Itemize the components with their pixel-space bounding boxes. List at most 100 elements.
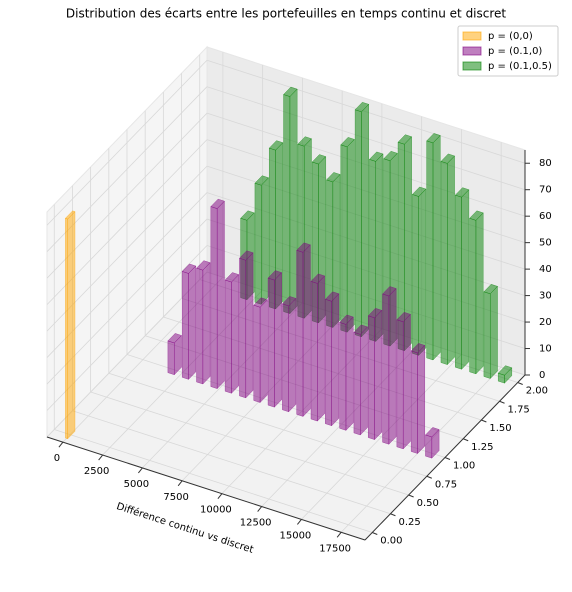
x-tick [138,467,143,474]
bar-side [302,244,311,418]
bar [339,314,354,431]
y-tick-label: 1.00 [453,461,475,472]
bar-top [368,151,384,162]
bar-side [461,189,470,370]
z-tick-label: 10 [539,344,552,355]
bar [64,210,76,440]
bar-top [397,134,413,145]
bar-top [497,365,513,376]
bar-front [181,271,189,380]
x-tick-label: 5000 [124,479,149,490]
bar [497,365,513,384]
bar [353,324,369,436]
bar-front [310,281,318,422]
bar-front [339,322,347,431]
bar-front [469,217,477,375]
bar-top [240,210,255,221]
y-tick-label: 2.00 [526,386,548,397]
bar-side [447,155,455,366]
bar-top [297,136,312,147]
bar-side [360,326,368,436]
bar-top [326,172,341,183]
bar-top [367,308,383,319]
bar-top [283,86,298,97]
y-tick [408,494,414,498]
bar-top [167,333,182,344]
bar-side [317,275,325,422]
bar [367,308,383,441]
bar-top [254,175,270,186]
bar-top [383,150,398,162]
y-tick [390,513,396,517]
bar-side [288,297,297,413]
bar [469,210,484,375]
bar-side [259,299,268,404]
bar-top [281,296,297,307]
y-tick-label: 1.50 [489,423,511,434]
bar-top [382,286,397,297]
y-tick [499,400,505,404]
bar [354,101,370,338]
bar [410,343,426,455]
bar-side [388,287,397,445]
bar-front [382,293,390,445]
bar-front [296,249,304,417]
bar-side [361,103,369,338]
bar-top [396,311,411,323]
bar-top [454,187,470,198]
grid-line [54,429,373,533]
grid-line [90,391,409,496]
z-tick-label: 40 [539,264,552,275]
bar-front [353,331,361,436]
bar-top [238,250,254,261]
grid-line [108,372,427,477]
bar [253,297,268,404]
bar-top [340,137,355,148]
grid-line [72,410,391,515]
bar-side [417,344,426,455]
bar-top [324,291,340,302]
legend-swatch [462,61,482,71]
bar-top [426,133,441,144]
bar-top [64,210,76,220]
bar-top [339,314,354,325]
bar-side [346,138,355,333]
z-tick-label: 80 [539,158,552,169]
bar-front [167,340,175,376]
bar-side [331,293,340,427]
x-axis-label: Différence continu vs discret [115,500,255,556]
bar-top [311,154,327,165]
bar-top [296,242,311,253]
bar [167,333,182,376]
bar-front [354,109,362,338]
x-tick-label: 17500 [319,543,351,554]
x-tick-label: 10000 [200,505,232,516]
y-axis [364,374,526,541]
bar-front [426,140,434,361]
y-tick [517,382,523,385]
bar-top [210,198,225,209]
bar [411,186,427,356]
y-tick-label: 1.25 [471,442,493,453]
y-tick [481,419,487,423]
bar [296,242,311,418]
bar-front [196,267,204,385]
bar [425,427,440,459]
bar-side [402,313,411,450]
bar-top [353,324,369,335]
z-tick-label: 20 [539,317,552,328]
bar-front [254,182,262,305]
legend-label: p = (0.1,0.5) [488,61,552,72]
x-tick [336,531,342,538]
bar-front [425,434,433,459]
x-tick-label: 2500 [84,466,109,477]
bar [340,137,355,333]
bar-front [282,303,289,413]
bar-top [354,101,370,113]
bar [368,151,384,343]
bar-top [310,273,326,284]
bar [454,187,470,370]
bar-front [440,161,448,365]
bar-side [67,210,76,440]
